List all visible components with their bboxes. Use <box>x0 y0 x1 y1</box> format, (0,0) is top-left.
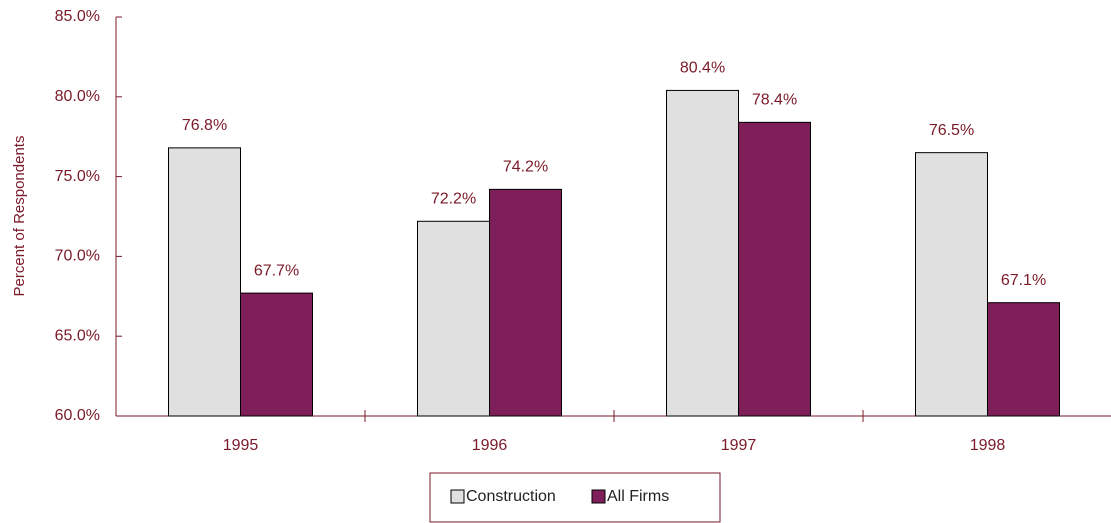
data-label: 72.2% <box>431 191 476 208</box>
data-label: 80.4% <box>680 60 725 77</box>
bar <box>417 220 490 417</box>
legend-label: Construction <box>466 488 556 505</box>
bar <box>240 292 313 417</box>
bar <box>168 147 241 417</box>
x-tick-label: 1996 <box>472 437 508 454</box>
y-tick-label: 85.0% <box>55 8 100 25</box>
bar <box>738 121 811 417</box>
y-tick-label: 60.0% <box>55 407 100 424</box>
y-axis-label: Percent of Respondents <box>11 136 28 297</box>
bar <box>666 89 739 417</box>
bar <box>987 302 1060 417</box>
y-tick-label: 75.0% <box>55 168 100 185</box>
bar <box>489 188 562 417</box>
x-tick-label: 1995 <box>223 437 259 454</box>
data-label: 67.7% <box>254 262 299 279</box>
legend-box <box>429 472 721 523</box>
data-label: 67.1% <box>1001 272 1046 289</box>
data-label: 76.8% <box>182 117 227 134</box>
legend-swatch <box>450 489 465 504</box>
data-label: 78.4% <box>752 92 797 109</box>
data-label: 76.5% <box>929 122 974 139</box>
y-tick-label: 80.0% <box>55 88 100 105</box>
x-tick-label: 1998 <box>970 437 1006 454</box>
bar <box>915 152 988 417</box>
y-tick-label: 65.0% <box>55 327 100 344</box>
y-tick-label: 70.0% <box>55 248 100 265</box>
data-label: 74.2% <box>503 159 548 176</box>
legend-label: All Firms <box>607 488 669 505</box>
legend-swatch <box>591 489 606 504</box>
x-tick-label: 1997 <box>721 437 757 454</box>
